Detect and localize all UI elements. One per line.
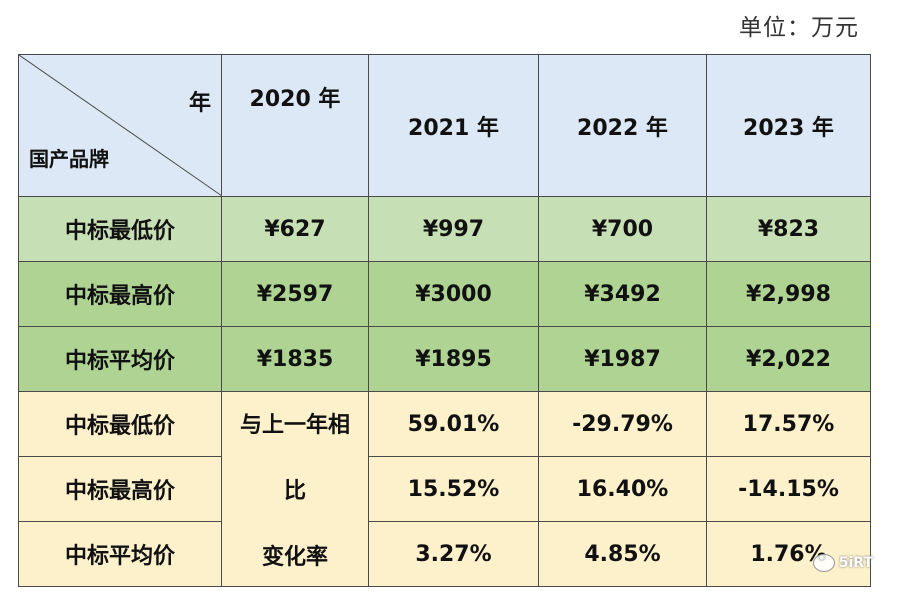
table-cell: 4.85% [538, 521, 707, 587]
diagonal-line [19, 55, 221, 196]
change-label-line: 比 [283, 479, 306, 504]
header-row: 年 国产品牌 2020 年 2021 年 2022 年 2023 年 [18, 54, 871, 197]
table-row: 中标最高价 ¥2597 ¥3000 ¥3492 ¥2,998 [18, 261, 871, 327]
change-label-line: 变化率 [261, 545, 328, 570]
wechat-icon [812, 554, 835, 572]
table-cell: ¥1835 [221, 326, 369, 392]
table-row: 中标最低价 ¥627 ¥997 ¥700 ¥823 [18, 196, 871, 262]
table-cell: 16.40% [538, 456, 707, 522]
table-cell: ¥627 [221, 196, 369, 262]
year-header-2020: 2020 年 [221, 54, 369, 197]
table-cell: -29.79% [538, 391, 707, 457]
row-label: 中标最低价 [18, 196, 222, 262]
watermark-text: 5iRT [838, 555, 873, 571]
table-row: 中标最低价 与上一年相 比 变化率 59.01% -29.79% 17.57% [18, 391, 871, 587]
table-cell: -14.15% [706, 456, 871, 522]
row-label: 中标平均价 [18, 326, 222, 392]
watermark: 5iRT [812, 554, 873, 572]
table-row: 中标平均价 3.27% 4.85% 1.76% [18, 521, 871, 587]
table-cell: ¥1895 [368, 326, 539, 392]
table-cell: ¥700 [538, 196, 707, 262]
change-label-line: 与上一年相 [239, 413, 350, 438]
table-row: 中标最高价 15.52% 16.40% -14.15% [18, 456, 871, 522]
row-label: 中标平均价 [18, 521, 222, 587]
price-table: 年 国产品牌 2020 年 2021 年 2022 年 2023 年 中标最低价… [18, 54, 871, 587]
row-label: 中标最高价 [18, 456, 222, 522]
table-cell: 15.52% [368, 456, 539, 522]
table-cell: ¥823 [706, 196, 871, 262]
table-cell: ¥2,022 [706, 326, 871, 392]
row-label: 中标最高价 [18, 261, 222, 327]
table-cell: ¥3492 [538, 261, 707, 327]
year-header-2023: 2023 年 [706, 54, 871, 197]
unit-label: 单位：万元 [739, 15, 859, 41]
row-label: 中标最低价 [18, 391, 222, 457]
change-rate-label-cell: 与上一年相 比 变化率 [221, 391, 369, 587]
table-cell: 17.57% [706, 391, 871, 457]
table-cell: ¥2,998 [706, 261, 871, 327]
corner-brand-label: 国产品牌 [29, 147, 109, 171]
table-cell: 3.27% [368, 521, 539, 587]
table-cell: 59.01% [368, 391, 539, 457]
year-header-2022: 2022 年 [538, 54, 707, 197]
corner-cell: 年 国产品牌 [18, 54, 222, 197]
corner-year-label: 年 [188, 91, 211, 116]
year-header-2021: 2021 年 [368, 54, 539, 197]
table-cell: ¥1987 [538, 326, 707, 392]
table-cell: ¥997 [368, 196, 539, 262]
table-cell: ¥2597 [221, 261, 369, 327]
table-row: 中标平均价 ¥1835 ¥1895 ¥1987 ¥2,022 [18, 326, 871, 392]
table-cell: ¥3000 [368, 261, 539, 327]
